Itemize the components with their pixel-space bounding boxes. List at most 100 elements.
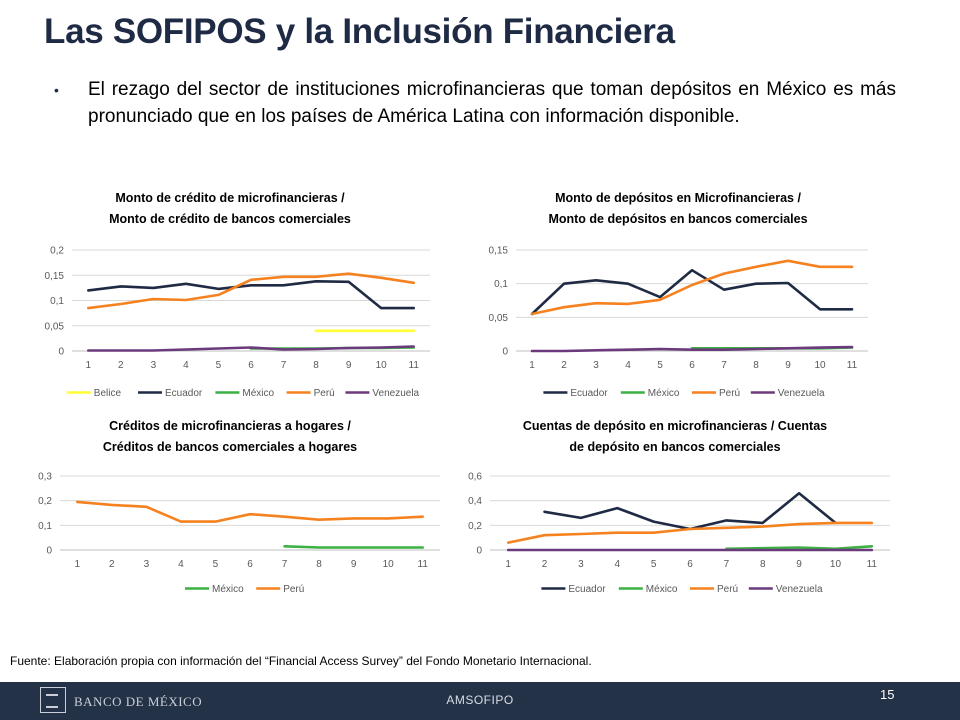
chart-title-line: Monto de depósitos en bancos comerciales <box>548 212 807 226</box>
y-tick-label: 0,1 <box>50 296 64 307</box>
x-tick-label: 7 <box>281 360 287 371</box>
bullet-text: El rezago del sector de instituciones mi… <box>88 79 896 127</box>
y-tick-label: 0,2 <box>38 496 52 507</box>
y-tick-label: 0 <box>46 546 52 557</box>
chart-credito-monto: Monto de crédito de microfinancieras / Mo… <box>20 190 440 410</box>
chart-cuentas-deposito-svg: Cuentas de depósito en microfinancieras … <box>468 419 890 595</box>
x-tick-label: 4 <box>183 360 189 371</box>
series-line-ecuador <box>87 280 415 310</box>
footer-center-text: AMSOFIPO <box>446 693 514 707</box>
chart-title-line: Créditos de microfinancieras a hogares / <box>109 419 351 433</box>
x-tick-label: 11 <box>847 360 858 371</box>
chart-title-line: de depósito en bancos comerciales <box>569 440 780 454</box>
legend-label: México <box>648 388 680 399</box>
x-tick-label: 1 <box>529 360 535 371</box>
footer-brand: BANCO DE MÉXICO <box>74 694 203 709</box>
x-tick-label: 10 <box>383 559 395 570</box>
x-tick-label: 7 <box>724 559 730 570</box>
series-line-méxico <box>725 545 874 551</box>
legend-label: Venezuela <box>778 388 825 399</box>
bullet-point: • El rezago del sector de instituciones … <box>54 76 896 130</box>
series-line-perú <box>87 272 415 310</box>
x-tick-label: 1 <box>74 559 80 570</box>
chart-creditos-hogares: Créditos de microfinancieras a hogares /… <box>20 418 440 608</box>
y-tick-label: 0 <box>502 347 508 358</box>
chart-title-line: Monto de depósitos en Microfinancieras / <box>555 191 801 205</box>
x-tick-label: 6 <box>248 360 254 371</box>
legend-label: Perú <box>314 388 335 399</box>
chart-creditos-hogares-svg: Créditos de microfinancieras a hogares /… <box>38 419 440 595</box>
legend-label: Ecuador <box>165 388 203 399</box>
legend-label: Perú <box>719 388 740 399</box>
x-tick-label: 4 <box>625 360 631 371</box>
chart-title-line: Cuentas de depósito en microfinancieras … <box>523 419 827 433</box>
x-tick-label: 8 <box>316 559 322 570</box>
page-title: Las SOFIPOS y la Inclusión Financiera <box>44 12 675 51</box>
y-tick-label: 0,05 <box>45 321 65 332</box>
y-tick-label: 0,4 <box>468 496 482 507</box>
y-tick-label: 0,3 <box>38 472 52 483</box>
y-tick-label: 0,1 <box>38 521 52 532</box>
x-tick-label: 7 <box>282 559 288 570</box>
series-line-ecuador <box>530 268 854 316</box>
series-line-venezuela <box>87 345 415 352</box>
x-tick-label: 3 <box>593 360 599 371</box>
x-tick-label: 7 <box>721 360 727 371</box>
series-line-perú <box>506 521 874 544</box>
chart-cuentas-deposito: Cuentas de depósito en microfinancieras … <box>450 418 900 608</box>
x-tick-label: 5 <box>657 360 663 371</box>
source-note: Fuente: Elaboración propia con informaci… <box>10 654 592 668</box>
chart-depositos-monto-svg: Monto de depósitos en Microfinancieras /… <box>489 191 868 399</box>
chart-credito-monto-svg: Monto de crédito de microfinancieras / Mo… <box>45 191 430 399</box>
x-tick-label: 9 <box>351 559 357 570</box>
chart-title-line: Monto de crédito de bancos comerciales <box>109 212 351 226</box>
x-tick-label: 1 <box>85 360 91 371</box>
legend-label: México <box>646 584 678 595</box>
series-line-perú <box>530 259 854 316</box>
x-tick-label: 5 <box>213 559 219 570</box>
y-tick-label: 0,2 <box>50 246 64 257</box>
x-tick-label: 11 <box>867 559 878 570</box>
chart-title-line: Monto de crédito de microfinancieras / <box>115 191 345 205</box>
x-tick-label: 2 <box>542 559 548 570</box>
page-number: 15 <box>880 687 895 702</box>
x-tick-label: 8 <box>760 559 766 570</box>
x-tick-label: 8 <box>753 360 759 371</box>
legend-label: México <box>212 584 244 595</box>
y-tick-label: 0,1 <box>494 279 508 290</box>
legend-label: México <box>242 388 274 399</box>
chart-title-line: Créditos de bancos comerciales a hogares <box>103 440 357 454</box>
x-tick-label: 10 <box>376 360 388 371</box>
x-tick-label: 5 <box>651 559 657 570</box>
legend-label: Ecuador <box>568 584 606 595</box>
legend-label: Venezuela <box>372 388 419 399</box>
series-line-venezuela <box>530 345 854 353</box>
legend-label: Perú <box>717 584 738 595</box>
y-tick-label: 0 <box>476 546 482 557</box>
bank-logo-icon <box>40 687 66 713</box>
x-tick-label: 6 <box>687 559 693 570</box>
series-line-perú <box>76 500 424 523</box>
x-tick-label: 9 <box>796 559 802 570</box>
y-tick-label: 0 <box>58 347 64 358</box>
x-tick-label: 9 <box>785 360 791 371</box>
x-tick-label: 11 <box>418 559 429 570</box>
y-tick-label: 0,6 <box>468 472 482 483</box>
x-tick-label: 10 <box>830 559 842 570</box>
x-tick-label: 2 <box>561 360 567 371</box>
x-tick-label: 3 <box>151 360 157 371</box>
x-tick-label: 6 <box>247 559 253 570</box>
x-tick-label: 6 <box>689 360 695 371</box>
footer-bar: BANCO DE MÉXICO AMSOFIPO <box>0 682 960 720</box>
legend-label: Ecuador <box>570 388 608 399</box>
y-tick-label: 0,05 <box>489 313 509 324</box>
x-tick-label: 4 <box>178 559 184 570</box>
chart-depositos-monto: Monto de depósitos en Microfinancieras /… <box>468 190 888 410</box>
x-tick-label: 3 <box>144 559 150 570</box>
x-tick-label: 9 <box>346 360 352 371</box>
y-tick-label: 0,15 <box>489 246 509 257</box>
legend-label: Belice <box>94 388 122 399</box>
x-tick-label: 2 <box>109 559 115 570</box>
legend-label: Perú <box>283 584 304 595</box>
series-line-méxico <box>283 545 424 549</box>
